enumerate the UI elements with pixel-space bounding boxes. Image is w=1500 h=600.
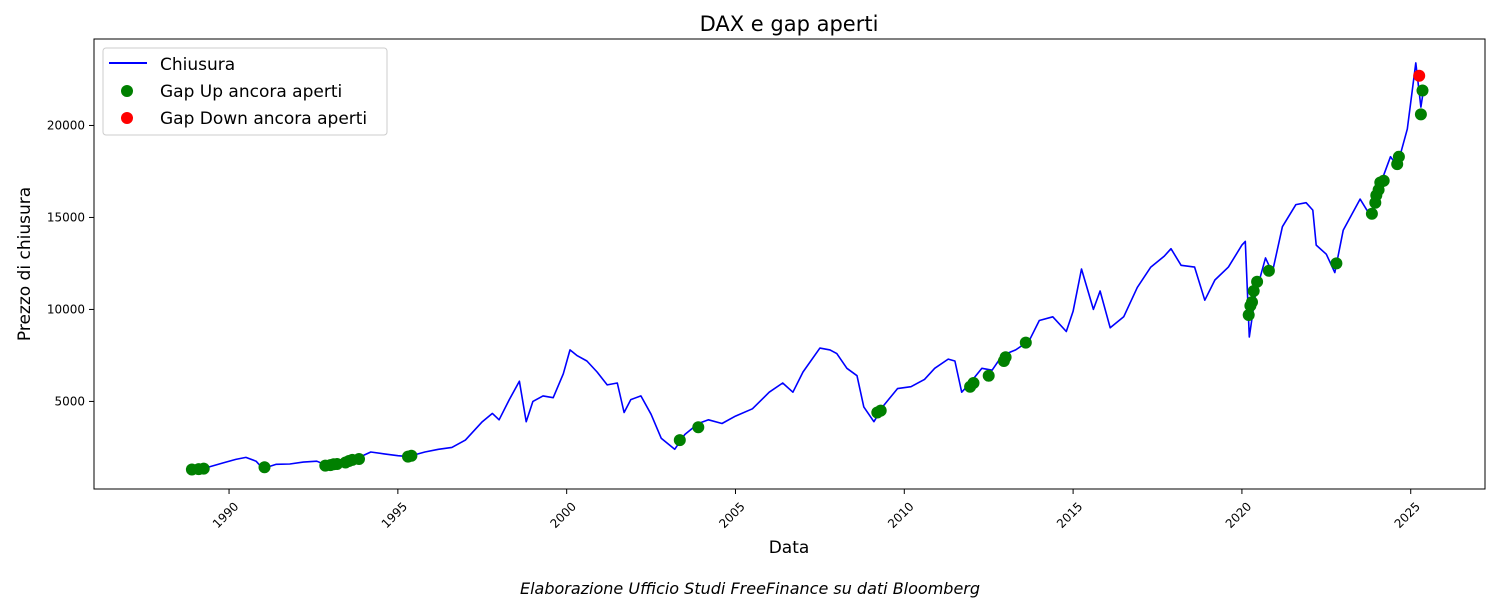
gap-up-point: [1330, 257, 1343, 270]
x-axis: 1990 1995 2000 2005 2010 2015 2020 2025: [210, 489, 1423, 531]
legend-gap-down-swatch: [121, 112, 133, 124]
x-tick-label: 1995: [379, 499, 410, 530]
x-tick-label: 2005: [716, 499, 747, 530]
legend-box: [102, 47, 388, 136]
legend-gap-up-swatch: [121, 85, 133, 97]
y-tick-label: 5000: [54, 394, 85, 408]
gap-down-point: [1413, 69, 1426, 82]
legend-label-gap-down: Gap Down ancora aperti: [160, 109, 367, 129]
gap-up-point: [1377, 174, 1390, 187]
plot-frame: [93, 38, 1486, 490]
gap-up-point: [982, 369, 995, 382]
x-tick-label: 2020: [1223, 499, 1254, 530]
gap-up-point: [692, 421, 705, 434]
gap-up-point: [1365, 207, 1378, 220]
y-axis: 5000 10000 15000 20000: [47, 118, 94, 408]
x-tick-label: 2010: [885, 499, 916, 530]
gap-up-point: [353, 453, 365, 465]
source-caption: Elaborazione Ufficio Studi FreeFinance s…: [520, 579, 980, 598]
gap-up-point: [967, 377, 980, 389]
gap-up-point: [1019, 336, 1032, 349]
chart-title: DAX e gap aperti: [700, 12, 879, 36]
gap-up-point: [197, 462, 210, 475]
gap-up-point: [1416, 84, 1429, 97]
x-tick-label: 2025: [1392, 499, 1423, 530]
legend-label-chiusura: Chiusura: [160, 55, 235, 75]
gap-up-point: [258, 461, 271, 474]
x-tick-label: 1990: [210, 499, 241, 530]
gap-up-point: [999, 351, 1012, 364]
gap-up-point: [1262, 264, 1275, 277]
gap-up-point: [1247, 285, 1260, 297]
gap-up-point: [1251, 275, 1264, 288]
gap-up-point: [1392, 150, 1405, 163]
legend: Chiusura Gap Up ancora aperti Gap Down a…: [102, 47, 388, 136]
gap-up-point: [874, 404, 887, 417]
gap-up-point: [1242, 309, 1255, 321]
legend-label-gap-up: Gap Up ancora aperti: [160, 82, 342, 102]
gap-down-layer: [1413, 69, 1426, 82]
y-tick-label: 15000: [47, 210, 85, 224]
x-tick-label: 2000: [548, 499, 579, 530]
gap-up-point: [673, 434, 686, 447]
gap-up-point: [405, 449, 418, 462]
gap-up-point: [1414, 108, 1427, 121]
x-tick-label: 2015: [1054, 499, 1085, 530]
y-tick-label: 10000: [47, 302, 85, 316]
y-axis-title: Prezzo di chiusura: [15, 187, 35, 341]
gap-up-point: [1246, 296, 1258, 309]
x-axis-title: Data: [769, 538, 810, 558]
gap-up-layer: [185, 84, 1429, 476]
y-tick-label: 20000: [47, 118, 85, 132]
